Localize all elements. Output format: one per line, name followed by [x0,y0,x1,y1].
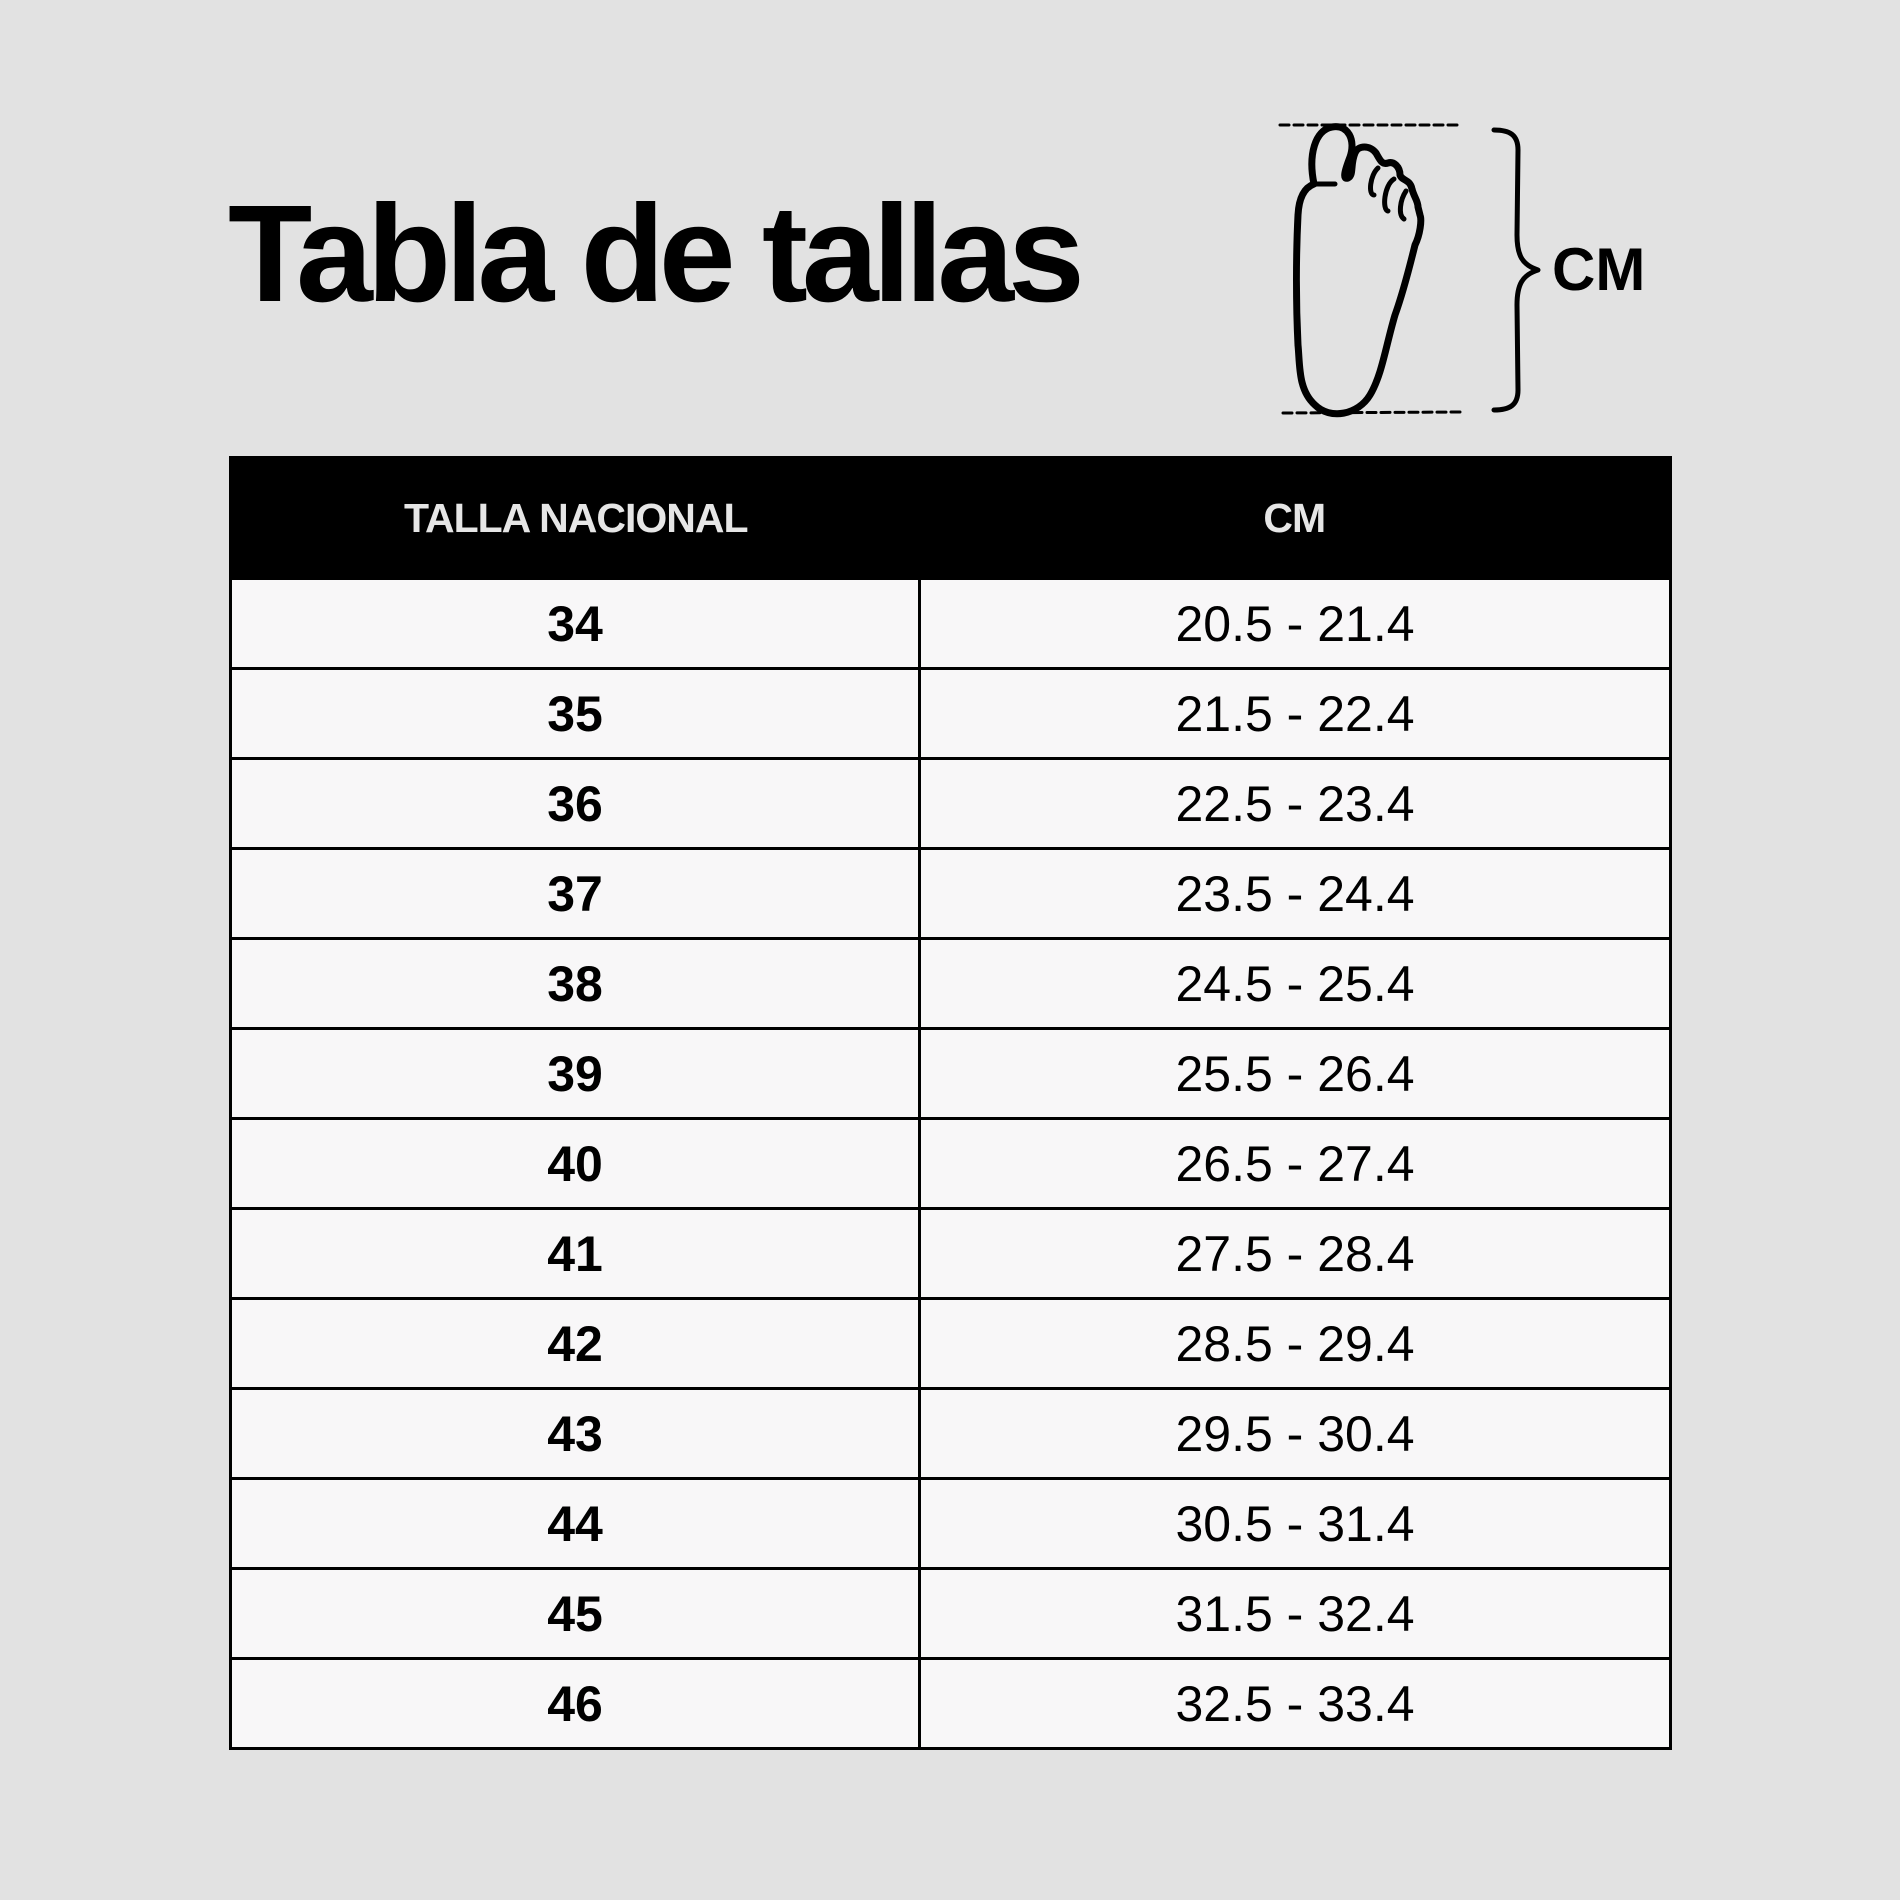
header-cm: CM [919,457,1671,579]
table-row: 34 20.5 - 21.4 [229,577,1672,670]
size-cell: 37 [229,847,921,940]
table-row: 38 24.5 - 25.4 [229,937,1672,1030]
cm-cell: 24.5 - 25.4 [918,937,1672,1030]
cm-cell: 23.5 - 24.4 [918,847,1672,940]
page-title: Tabla de tallas [228,177,1085,331]
table-row: 35 21.5 - 22.4 [229,667,1672,760]
table-row: 43 29.5 - 30.4 [229,1387,1672,1480]
size-cell: 42 [229,1297,921,1390]
cm-cell: 20.5 - 21.4 [918,577,1672,670]
foot-icon [1278,123,1541,418]
cm-cell: 30.5 - 31.4 [918,1477,1672,1570]
cm-cell: 27.5 - 28.4 [918,1207,1672,1300]
table-row: 45 31.5 - 32.4 [229,1567,1672,1660]
table-row: 42 28.5 - 29.4 [229,1297,1672,1390]
header-size: TALLA NACIONAL [230,457,920,579]
table-row: 36 22.5 - 23.4 [229,757,1672,850]
table-row: 41 27.5 - 28.4 [229,1207,1672,1300]
cm-cell: 32.5 - 33.4 [918,1657,1672,1750]
size-table: TALLA NACIONAL CM 34 20.5 - 21.4 35 21.5 - … [229,456,1672,1750]
table-row: 37 23.5 - 24.4 [229,847,1672,940]
size-cell: 40 [229,1117,921,1210]
brace [1491,127,1541,413]
bottom-dashed-line [1281,410,1462,415]
size-cell: 41 [229,1207,921,1300]
table-row: 44 30.5 - 31.4 [229,1477,1672,1570]
table-row: 40 26.5 - 27.4 [229,1117,1672,1210]
size-cell: 39 [229,1027,921,1120]
table-row: 46 32.5 - 33.4 [229,1657,1672,1750]
size-cell: 44 [229,1477,921,1570]
table-header-row: TALLA NACIONAL CM [230,457,1671,579]
size-cell: 43 [229,1387,921,1480]
cm-cell: 22.5 - 23.4 [918,757,1672,850]
size-cell: 38 [229,937,921,1030]
size-cell: 34 [229,577,921,670]
size-cell: 35 [229,667,921,760]
cm-cell: 26.5 - 27.4 [918,1117,1672,1210]
cm-cell: 28.5 - 29.4 [918,1297,1672,1390]
cm-cell: 31.5 - 32.4 [918,1567,1672,1660]
cm-cell: 25.5 - 26.4 [918,1027,1672,1120]
cm-cell: 29.5 - 30.4 [918,1387,1672,1480]
size-cell: 46 [229,1657,921,1750]
cm-cell: 21.5 - 22.4 [918,667,1672,760]
table-row: 39 25.5 - 26.4 [229,1027,1672,1120]
size-cell: 36 [229,757,921,850]
unit-label: CM [1552,236,1646,303]
foot-outline [1293,123,1425,418]
size-cell: 45 [229,1567,921,1660]
